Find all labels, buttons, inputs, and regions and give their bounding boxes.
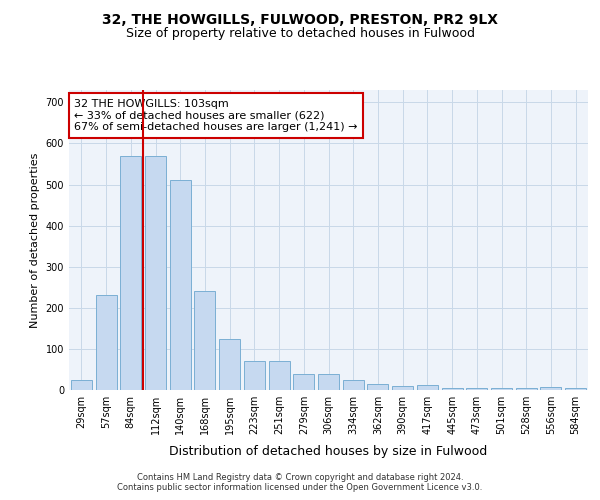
Bar [417, 385, 438, 390]
Y-axis label: Number of detached properties: Number of detached properties [30, 152, 40, 328]
Bar [244, 361, 265, 390]
Bar [219, 338, 240, 390]
Bar [442, 388, 463, 390]
Bar [71, 380, 92, 390]
Bar [343, 380, 364, 390]
Bar [466, 388, 487, 390]
Bar [565, 388, 586, 390]
Text: 32, THE HOWGILLS, FULWOOD, PRESTON, PR2 9LX: 32, THE HOWGILLS, FULWOOD, PRESTON, PR2 … [102, 12, 498, 26]
Bar [491, 388, 512, 390]
Text: Contains HM Land Registry data © Crown copyright and database right 2024.
Contai: Contains HM Land Registry data © Crown c… [118, 473, 482, 492]
Bar [194, 292, 215, 390]
X-axis label: Distribution of detached houses by size in Fulwood: Distribution of detached houses by size … [169, 446, 488, 458]
Bar [293, 374, 314, 390]
Bar [269, 361, 290, 390]
Text: Size of property relative to detached houses in Fulwood: Size of property relative to detached ho… [125, 28, 475, 40]
Bar [516, 388, 537, 390]
Text: 32 THE HOWGILLS: 103sqm
← 33% of detached houses are smaller (622)
67% of semi-d: 32 THE HOWGILLS: 103sqm ← 33% of detache… [74, 99, 358, 132]
Bar [392, 386, 413, 390]
Bar [318, 374, 339, 390]
Bar [145, 156, 166, 390]
Bar [367, 384, 388, 390]
Bar [120, 156, 141, 390]
Bar [170, 180, 191, 390]
Bar [95, 296, 116, 390]
Bar [541, 386, 562, 390]
